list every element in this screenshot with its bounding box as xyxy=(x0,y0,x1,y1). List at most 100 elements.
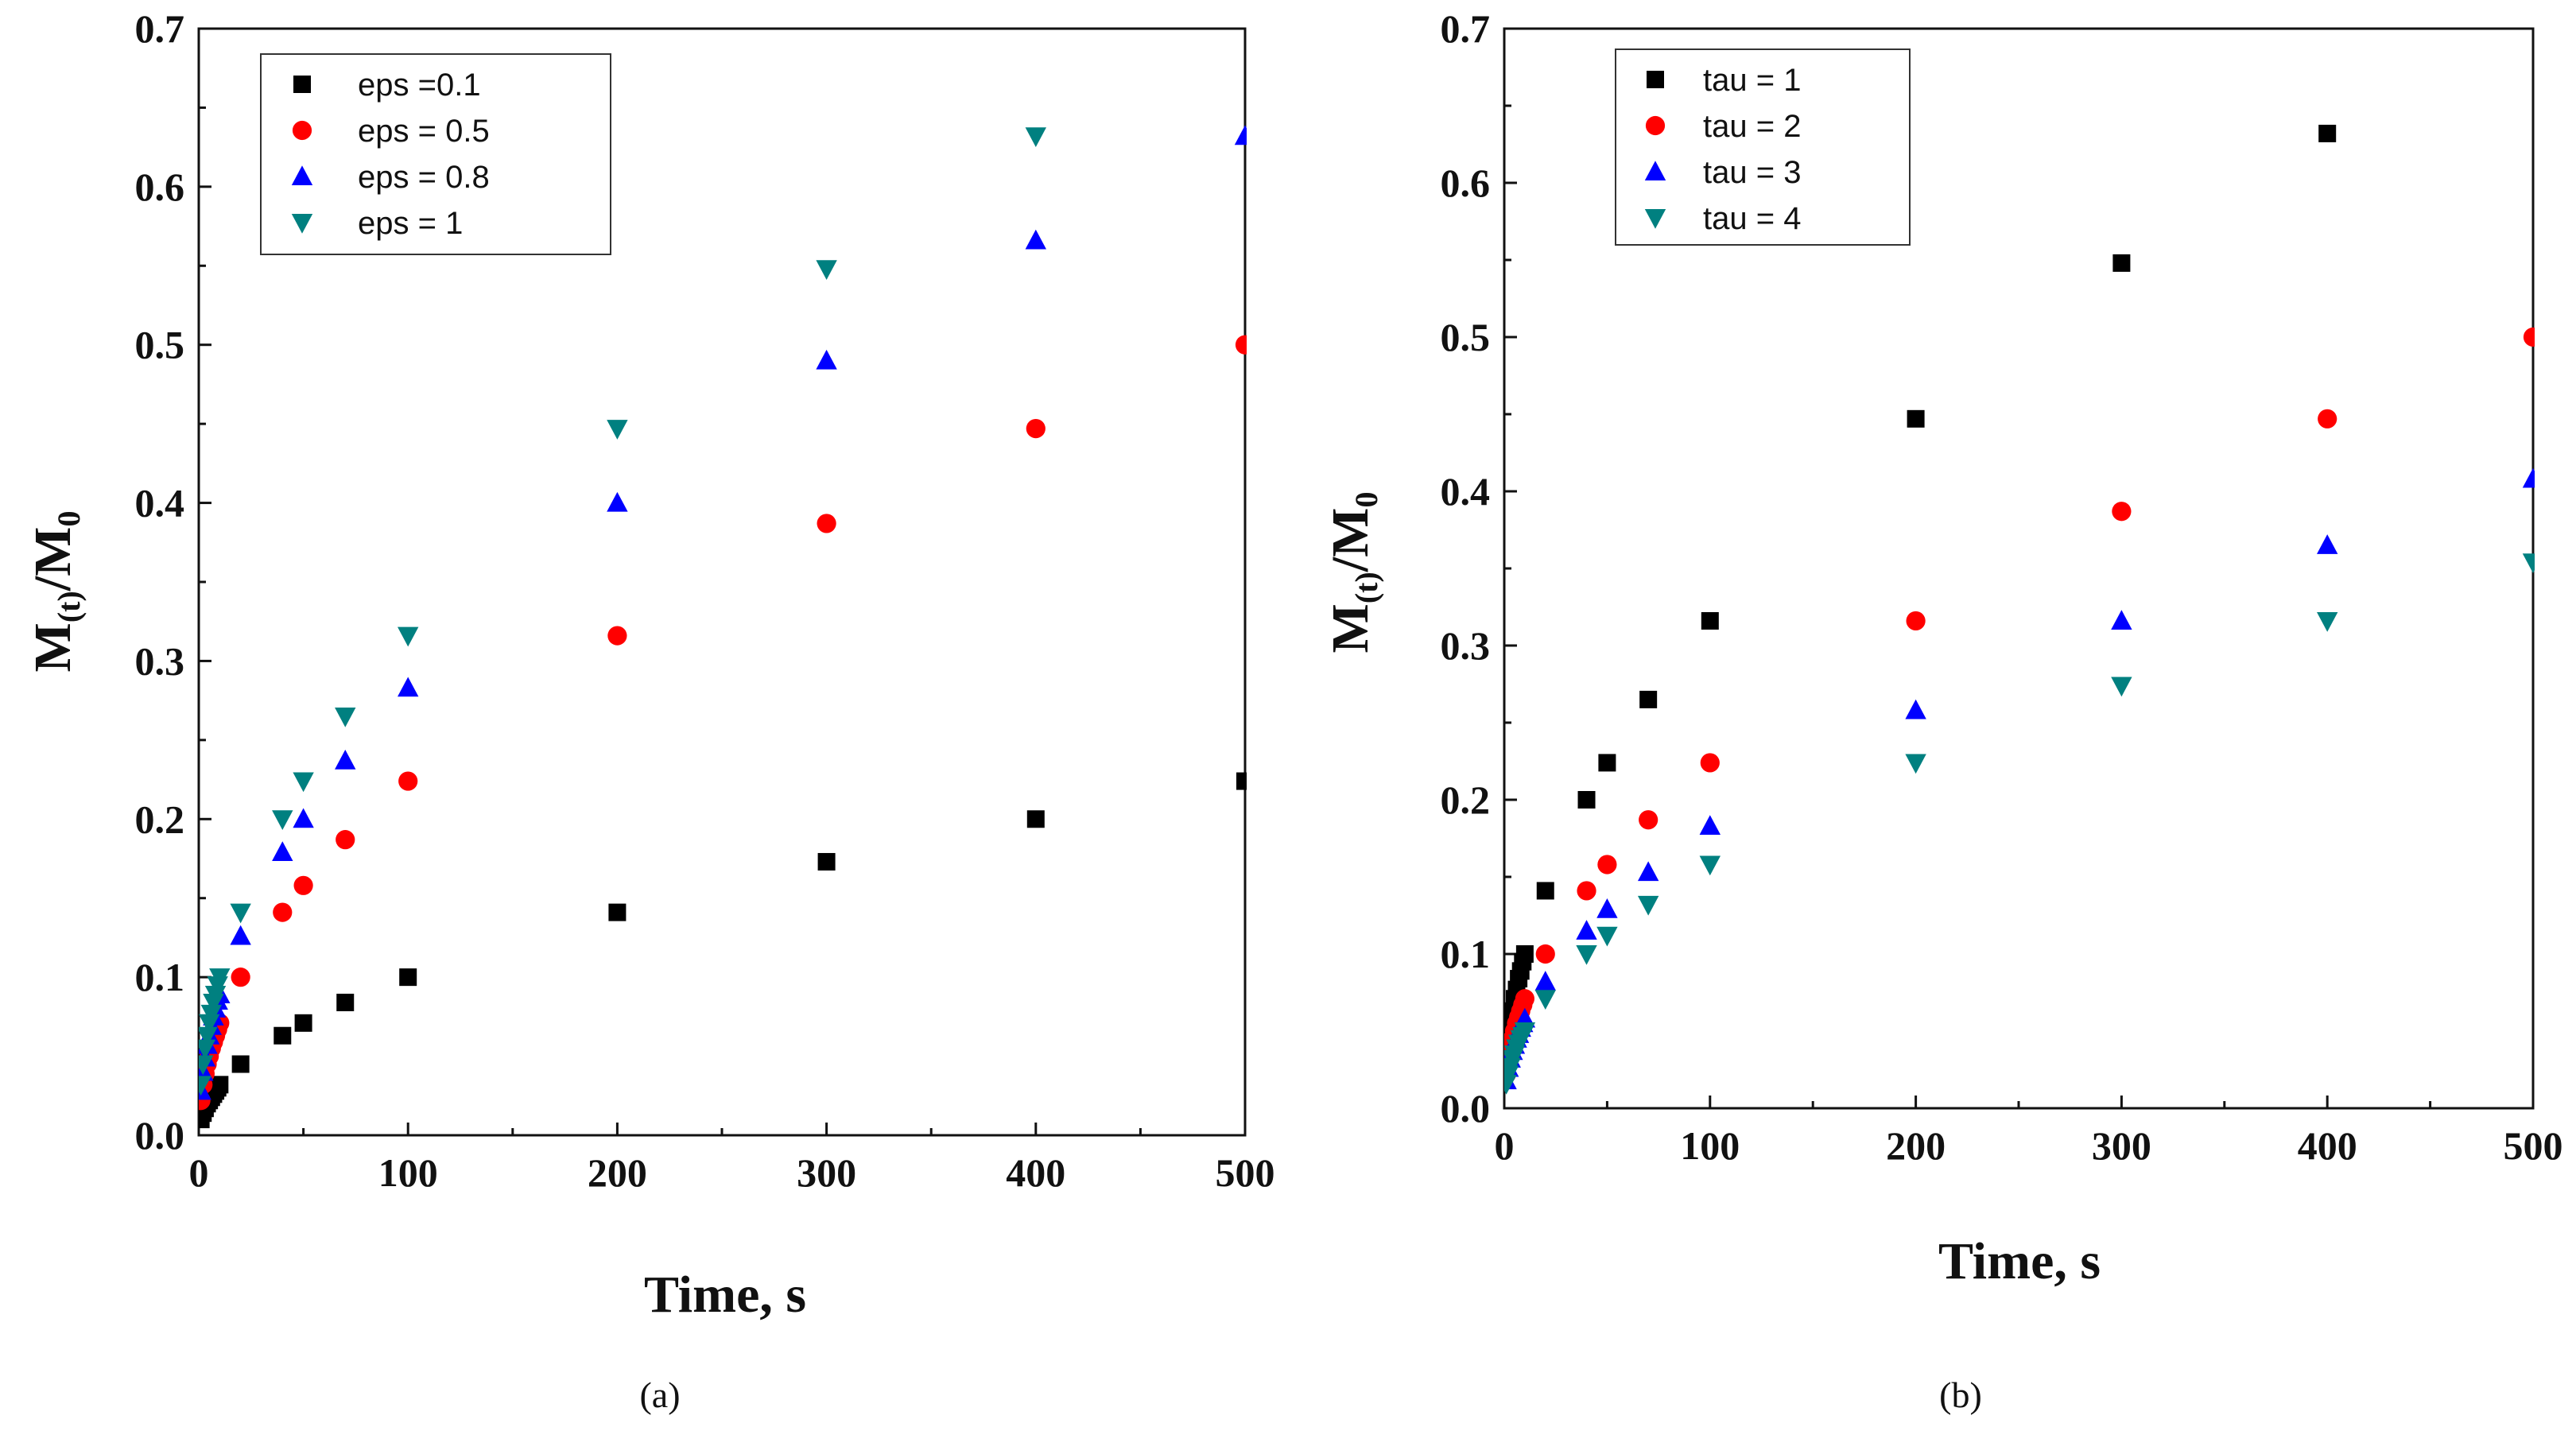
panel-a-x-tick-label: 100 xyxy=(378,1150,438,1195)
panel-b-series-1-point xyxy=(1515,945,1534,963)
panel-a-series-4-point xyxy=(293,772,314,793)
panel-a-series-1-point xyxy=(274,1026,292,1045)
panel-b-y-tick-label: 0.6 xyxy=(1441,161,1491,205)
panel-a-legend xyxy=(260,53,611,255)
panel-a-series-1-point xyxy=(294,1014,312,1032)
panel-a-series-4-point xyxy=(607,420,628,440)
panel-a-series-3-point xyxy=(398,677,419,697)
panel-a-series-4-point xyxy=(200,1004,222,1025)
panel-a-x-tick-label: 200 xyxy=(588,1150,647,1195)
panel-b-series-1-point xyxy=(1701,611,1719,630)
panel-b-series-1-point xyxy=(1577,791,1596,809)
panel-b-legend-marker-4 xyxy=(1644,209,1666,229)
panel-a-y-tick-label: 0.0 xyxy=(135,1113,185,1158)
panel-b-series-2-point xyxy=(2318,409,2337,429)
panel-b-legend-label-1: tau = 1 xyxy=(1703,63,1801,98)
panel-b-x-tick-label: 100 xyxy=(1680,1123,1740,1168)
panel-b-legend-label-4: tau = 4 xyxy=(1703,201,1801,236)
panel-a-series-1-point xyxy=(608,903,627,921)
panel-a-y-tick-label: 0.5 xyxy=(135,323,185,367)
panel-a-series-4-point xyxy=(398,626,419,647)
panel-a-series-1-point xyxy=(1026,810,1045,828)
panel-b-y-tick-label: 0.1 xyxy=(1441,932,1491,976)
panel-a-y-tick-label: 0.1 xyxy=(135,955,185,999)
panel-b-y-axis-title: M(t)/M0 xyxy=(1321,492,1384,653)
panel-b-series-3-point xyxy=(1576,920,1597,940)
panel-b-series-4-point xyxy=(1576,945,1597,965)
panel-b-y-tick-label: 0.5 xyxy=(1441,315,1491,359)
panel-a-series-3-point xyxy=(1025,229,1046,250)
panel-a-series-3-point xyxy=(272,841,293,862)
panel-b-series-2-point xyxy=(1700,753,1720,773)
panel-b-series-2-point xyxy=(1639,810,1658,830)
panel-b-series-3-point xyxy=(1905,699,1926,719)
panel-a-series-1-point xyxy=(336,993,355,1011)
panel-a-y-tick-label: 0.4 xyxy=(135,481,185,525)
panel-b-series-2-point xyxy=(1906,611,1926,631)
panel-a-legend-marker-2 xyxy=(292,120,312,141)
panel-b-series-4-point xyxy=(2111,677,2132,697)
panel-a-series-4-point xyxy=(199,1076,211,1096)
panel-a-legend-label-1: eps =0.1 xyxy=(358,68,481,103)
panel-b-data-points xyxy=(1504,124,2535,1095)
panel-b-series-2-point xyxy=(2523,327,2535,347)
panel-b-x-tick-label: 0 xyxy=(1495,1123,1515,1168)
panel-b-series-3-point xyxy=(2111,610,2132,630)
panel-b-series-3-point xyxy=(1699,815,1721,835)
panel-a-series-4-point xyxy=(816,260,837,281)
panel-a-series-4-point xyxy=(199,1039,216,1060)
panel-a-series-2-point xyxy=(1026,419,1046,439)
panel-a-series-2-point xyxy=(607,626,627,646)
panel-b-series-4-point xyxy=(2522,553,2535,573)
panel-b-series-4-point xyxy=(1905,754,1926,774)
panel-a-x-tick-label: 400 xyxy=(1006,1150,1065,1195)
panel-b-series-1-point xyxy=(1639,690,1658,708)
panel-b: (b) Time, s M(t)/M0 0 100 200 300 400 500 0.0 0… xyxy=(1321,6,2563,1415)
panel-a-x-tick-label: 300 xyxy=(797,1150,856,1195)
panel-a-legend-label-2: eps = 0.5 xyxy=(358,114,490,149)
panel-a-series-2-point xyxy=(398,771,418,791)
panel-a-series-1-point xyxy=(231,1055,250,1073)
panel-a: (a) Time, s M(t)/M0 0 100 200 300 400 500 0.0 0… xyxy=(24,6,1275,1415)
panel-a-y-tick-label: 0.2 xyxy=(135,797,185,841)
panel-b-series-3-point xyxy=(2522,467,2535,488)
panel-a-series-3-point xyxy=(1234,125,1247,145)
panel-a-series-2-point xyxy=(273,902,293,922)
panel-a-x-axis-title: Time, s xyxy=(644,1266,806,1324)
panel-b-series-4-point xyxy=(1699,855,1721,876)
panel-a-series-2-point xyxy=(293,875,313,895)
panel-a-y-tick-label: 0.7 xyxy=(135,6,185,51)
panel-b-legend xyxy=(1615,48,1911,246)
panel-b-x-axis-title: Time, s xyxy=(1938,1232,2101,1290)
panel-b-legend-marker-3 xyxy=(1644,161,1666,180)
panel-b-series-4-point xyxy=(1534,990,1556,1010)
panel-a-series-2-point xyxy=(817,514,836,533)
panel-a-series-4-point xyxy=(204,986,227,1006)
panel-b-x-tick-label: 300 xyxy=(2092,1123,2151,1168)
panel-b-series-3-point xyxy=(1637,861,1659,882)
panel-a-x-tick-label: 500 xyxy=(1216,1150,1275,1195)
panel-b-series-4-point xyxy=(1514,1022,1536,1042)
panel-b-series-3-point xyxy=(2317,534,2338,554)
panel-a-series-1-point xyxy=(211,1076,229,1094)
panel-b-legend-label-3: tau = 3 xyxy=(1703,155,1801,190)
panel-a-series-4-point xyxy=(1025,127,1046,147)
panel-b-y-tick-label: 0.2 xyxy=(1441,778,1491,822)
panel-b-series-1-point xyxy=(1598,754,1616,772)
panel-a-series-4-point xyxy=(199,1014,220,1034)
panel-b-series-2-point xyxy=(1577,881,1596,901)
panel-b-legend-marker-1 xyxy=(1647,71,1664,88)
panel-a-caption: (a) xyxy=(639,1375,680,1415)
panel-a-series-1-point xyxy=(817,852,836,871)
panel-a-series-4-point xyxy=(209,968,231,988)
panel-a-data-points xyxy=(199,125,1247,1129)
panel-a-y-tick-label: 0.3 xyxy=(135,638,185,683)
panel-b-legend-marker-2 xyxy=(1645,115,1666,136)
panel-b-caption: (b) xyxy=(1939,1375,1982,1415)
panel-a-series-2-point xyxy=(336,830,355,850)
panel-b-y-tick-label: 0.3 xyxy=(1441,623,1491,668)
panel-a-series-3-point xyxy=(816,349,837,370)
panel-b-series-2-point xyxy=(1597,855,1617,874)
panel-b-series-1-point xyxy=(2112,254,2131,272)
